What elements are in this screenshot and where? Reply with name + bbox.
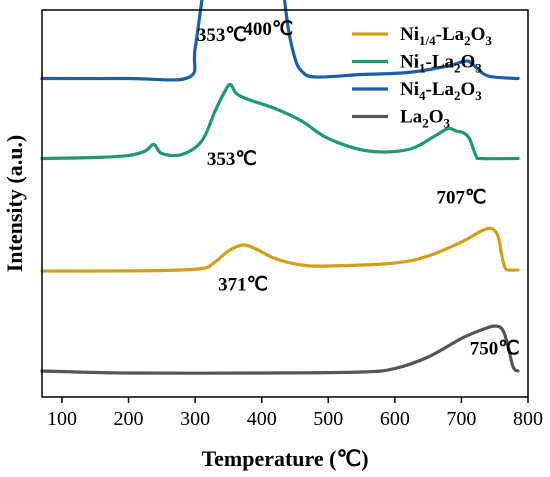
legend-entry: La2O3 (400, 107, 450, 131)
x-tick-label: 600 (380, 408, 410, 430)
y-axis-title: Intensity (a.u.) (2, 135, 27, 273)
legend-entry: Ni1-La2O3 (400, 52, 482, 76)
x-tick-label: 700 (446, 408, 476, 430)
x-tick-label: 300 (180, 408, 210, 430)
peak-label: 750℃ (470, 338, 520, 359)
plot-area (40, 0, 520, 375)
x-tick-label: 200 (114, 408, 144, 430)
series-line-1 (40, 226, 520, 273)
x-axis: 100 200 300 400 500 600 700 800 (47, 397, 543, 430)
x-tick-label: 400 (247, 408, 277, 430)
peak-label: 371℃ (218, 275, 268, 296)
series-line-3 (40, 0, 520, 82)
peak-label: 353℃ (207, 149, 257, 170)
x-axis-title: Temperature (℃) (201, 446, 368, 471)
legend-entry: Ni4-La2O3 (400, 79, 482, 103)
series-line-4 (40, 324, 520, 375)
legend: Ni1/4-La2O3 Ni1-La2O3 Ni4-La2O3 La2O3 (352, 24, 492, 131)
peak-label: 707℃ (437, 188, 487, 209)
series-line-2 (40, 82, 520, 161)
legend-entry: Ni1/4-La2O3 (400, 24, 492, 48)
x-tick-label: 500 (313, 408, 343, 430)
peak-label: 400℃ (243, 19, 293, 40)
x-tick-label: 100 (47, 408, 77, 430)
plot-frame (41, 9, 529, 398)
x-tick-label: 800 (513, 408, 543, 430)
peak-label: 353℃ (197, 25, 247, 46)
